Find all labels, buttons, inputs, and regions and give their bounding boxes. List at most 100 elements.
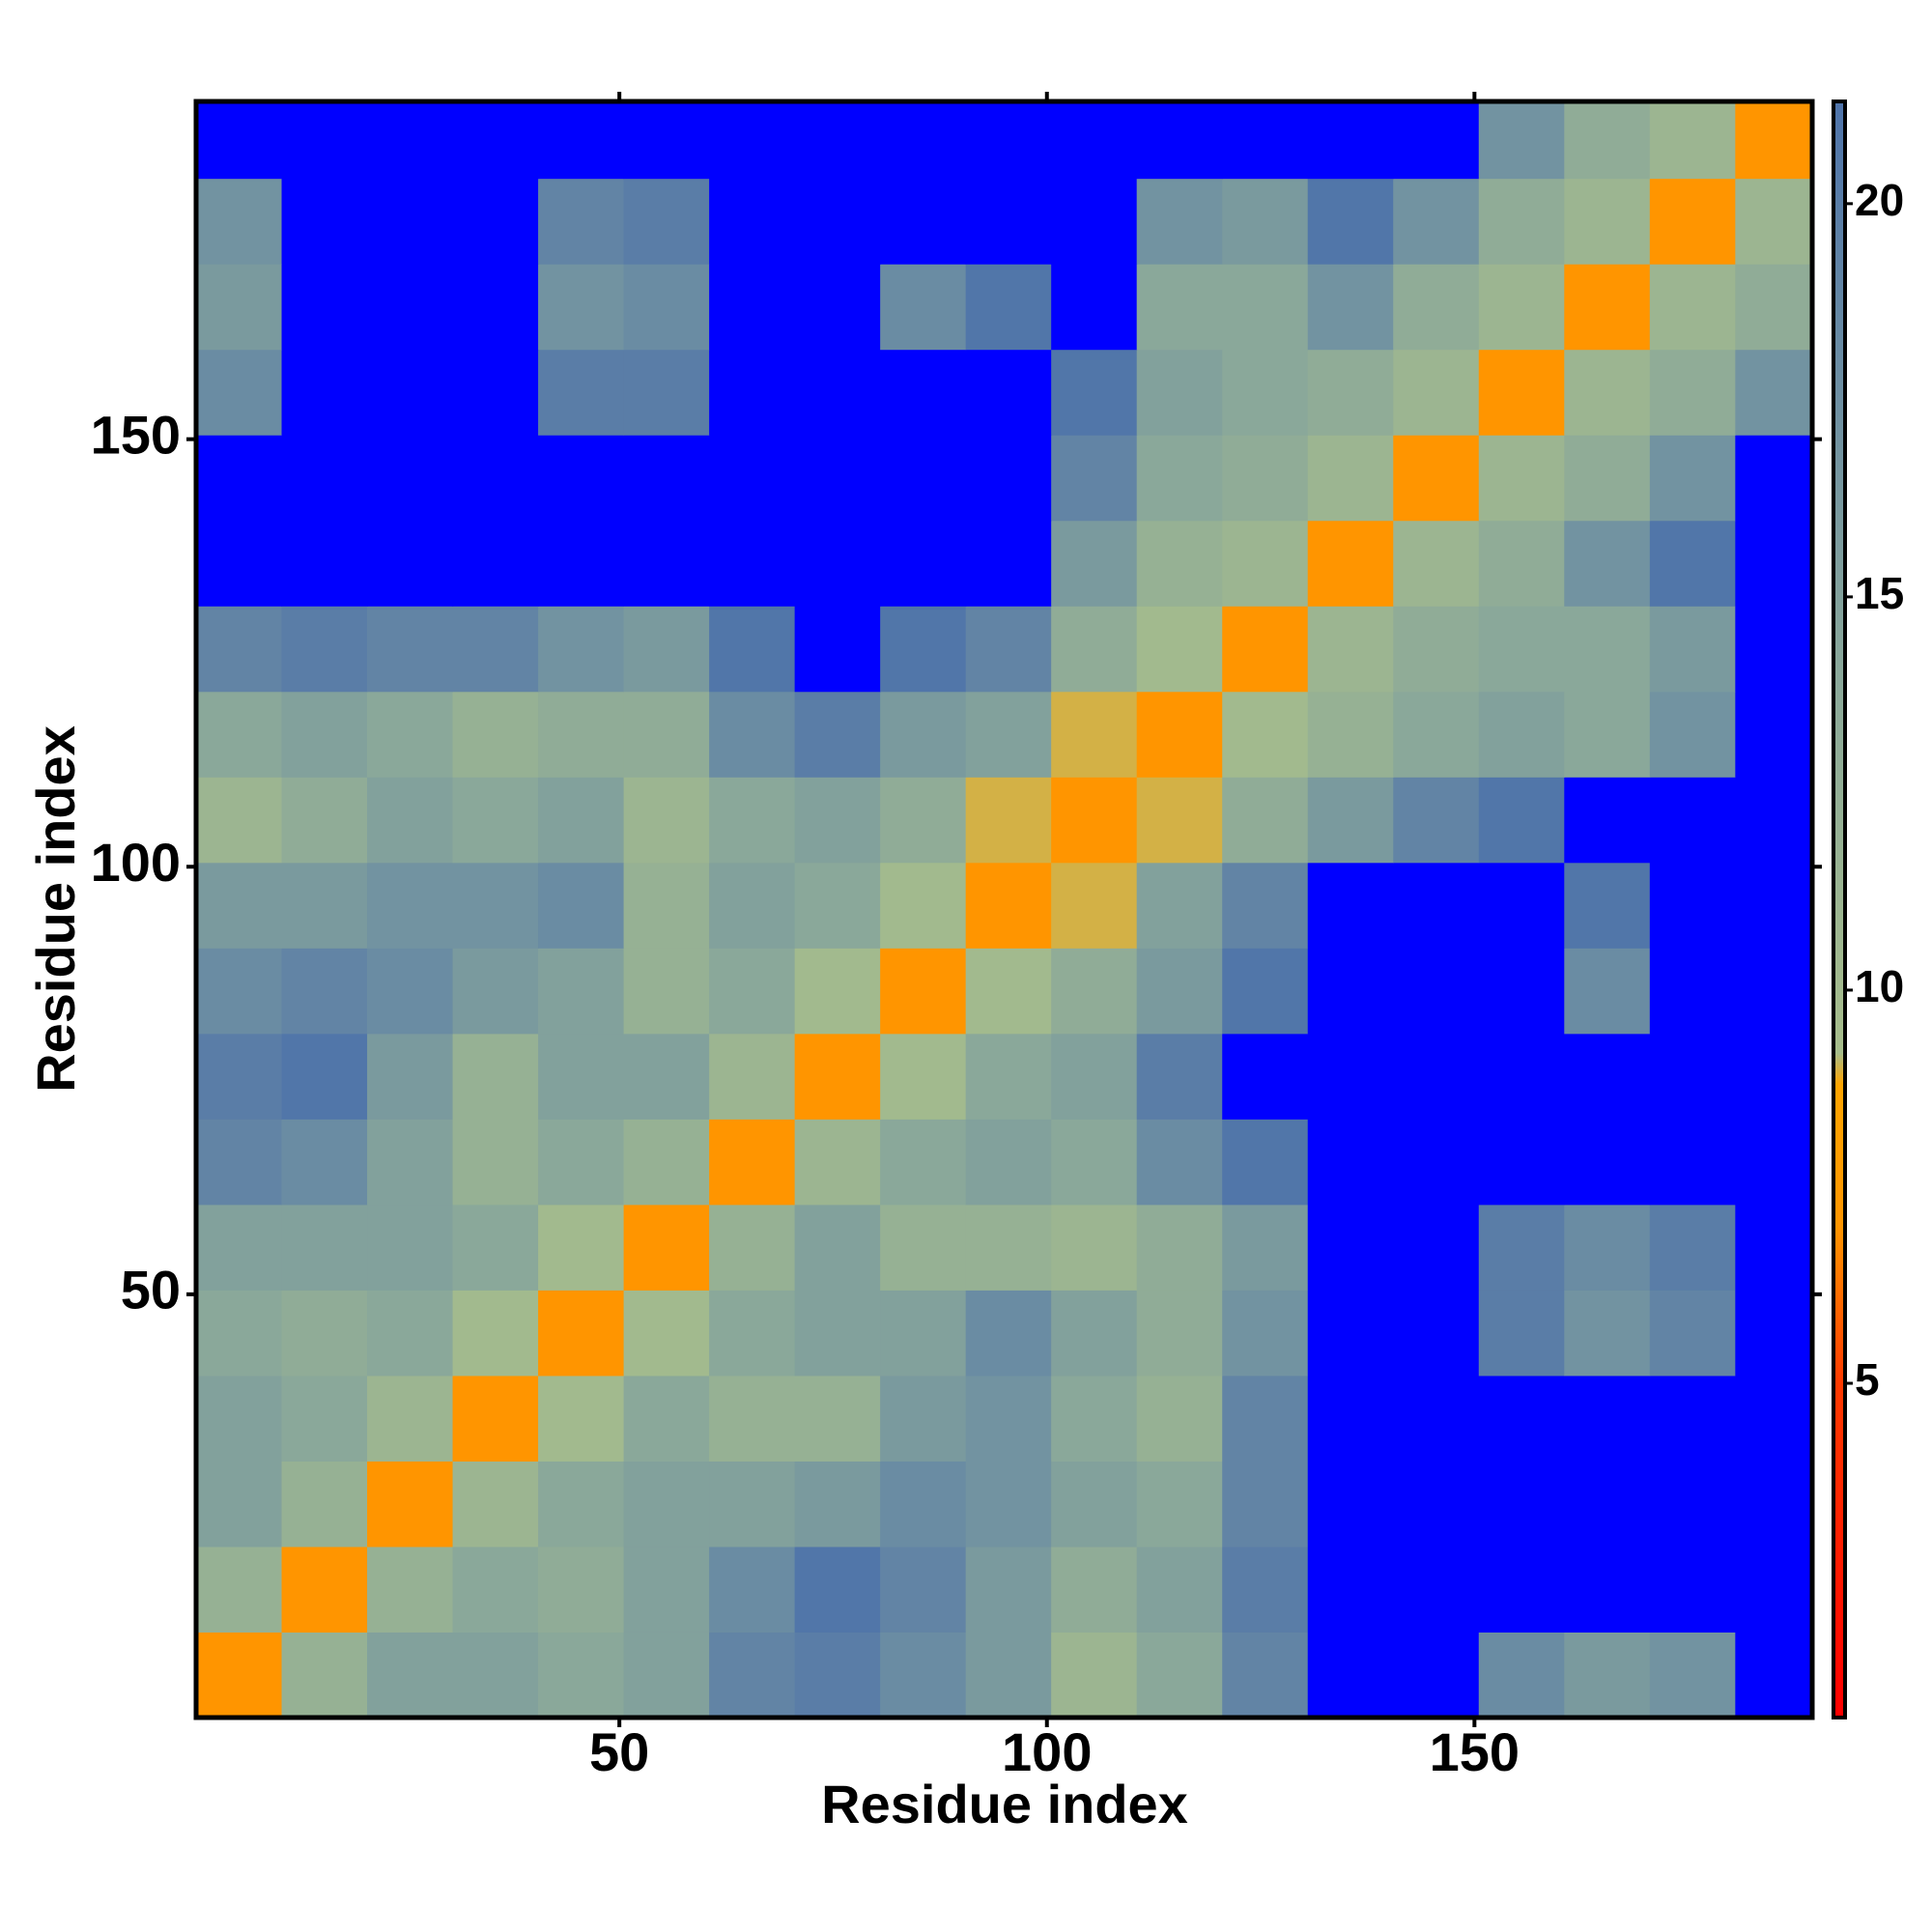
heatmap-cell (452, 435, 539, 522)
heatmap-cell (1051, 178, 1138, 265)
heatmap-cell (1307, 1546, 1394, 1633)
heatmap-cell (1735, 1204, 1813, 1291)
colorbar-tick-label: 20 (1855, 175, 1904, 225)
heatmap-cell (709, 862, 796, 949)
heatmap-cell (1393, 1290, 1480, 1377)
heatmap-cell (538, 1290, 625, 1377)
heatmap-cell (452, 1033, 539, 1120)
heatmap-cell (1564, 948, 1651, 1035)
heatmap-cell (452, 349, 539, 436)
heatmap-cell (1393, 101, 1480, 180)
heatmap-cell (367, 349, 454, 436)
heatmap-cell (1136, 178, 1223, 265)
heatmap-cell (538, 1119, 625, 1206)
heatmap-cell (965, 178, 1052, 265)
heatmap-cell (1478, 691, 1565, 778)
heatmap-cell (1564, 1375, 1651, 1462)
heatmap-cell (794, 691, 881, 778)
heatmap-cell (623, 948, 710, 1035)
heatmap-cell (965, 1546, 1052, 1633)
heatmap-cell (1051, 691, 1138, 778)
heatmap-cell (880, 948, 967, 1035)
heatmap-cell (1136, 520, 1223, 607)
heatmap-cell (452, 1119, 539, 1206)
heatmap-cell (794, 1632, 881, 1719)
heatmap-cell (623, 101, 710, 180)
colorbar-tick-label: 15 (1855, 568, 1904, 618)
heatmap-cell (965, 606, 1052, 693)
colorbar (1832, 99, 1847, 1719)
heatmap-cell (965, 264, 1052, 351)
heatmap-cell (1478, 178, 1565, 265)
heatmap-cell (538, 691, 625, 778)
heatmap-cell (1222, 264, 1309, 351)
heatmap-cell (367, 691, 454, 778)
heatmap-cell (1478, 1119, 1565, 1206)
heatmap-cell (1136, 1119, 1223, 1206)
heatmap-cell (623, 264, 710, 351)
heatmap-cell (452, 606, 539, 693)
heatmap-cell (1051, 1204, 1138, 1291)
heatmap-cell (1222, 1290, 1309, 1377)
heatmap-cell (452, 862, 539, 949)
heatmap-cell (452, 1546, 539, 1633)
heatmap-cell (709, 606, 796, 693)
heatmap-cell (1222, 862, 1309, 949)
heatmap-cell (196, 349, 283, 436)
heatmap-cell (623, 1546, 710, 1633)
heatmap-cell (281, 349, 368, 436)
heatmap-cell (794, 178, 881, 265)
heatmap-cell (538, 101, 625, 180)
heatmap-cell (538, 1632, 625, 1719)
heatmap-cell (196, 1546, 283, 1633)
heatmap-cell (623, 1290, 710, 1377)
heatmap-cell (1478, 1546, 1565, 1633)
heatmap-cell (623, 435, 710, 522)
heatmap-cell (1136, 349, 1223, 436)
heatmap-cell (880, 101, 967, 180)
heatmap-cell (281, 862, 368, 949)
heatmap-cell (1307, 691, 1394, 778)
heatmap-cell (452, 264, 539, 351)
heatmap-cell (281, 1632, 368, 1719)
heatmap-cell (1735, 520, 1813, 607)
heatmap-cell (1307, 1204, 1394, 1291)
heatmap-cell (1564, 1461, 1651, 1548)
heatmap-cell (1222, 1461, 1309, 1548)
heatmap-cell (1478, 777, 1565, 864)
heatmap-cell (965, 691, 1052, 778)
heatmap-cell (1051, 1546, 1138, 1633)
heatmap-cell (1222, 101, 1309, 180)
heatmap-cell (1307, 178, 1394, 265)
heatmap-cell (1649, 948, 1736, 1035)
heatmap-cell (538, 520, 625, 607)
heatmap-cell (1393, 1461, 1480, 1548)
heatmap-cell (1649, 862, 1736, 949)
heatmap-cell (965, 349, 1052, 436)
heatmap-cell (452, 691, 539, 778)
heatmap-cell (1649, 349, 1736, 436)
heatmap-cell (1735, 264, 1813, 351)
heatmap-cell (1051, 1033, 1138, 1120)
heatmap-cell (709, 1290, 796, 1377)
heatmap-cell (1222, 1375, 1309, 1462)
heatmap-cell (281, 1461, 368, 1548)
heatmap-cell (709, 520, 796, 607)
heatmap-cell (965, 1632, 1052, 1719)
heatmap-cell (623, 777, 710, 864)
heatmap-cell (880, 178, 967, 265)
heatmap-cell (452, 178, 539, 265)
heatmap-cell (623, 606, 710, 693)
heatmap-cell (1478, 1033, 1565, 1120)
heatmap-cell (367, 1461, 454, 1548)
heatmap-cell (1649, 1461, 1736, 1548)
heatmap-cell (709, 1375, 796, 1462)
heatmap-cell (794, 1461, 881, 1548)
heatmap-cell (1564, 691, 1651, 778)
heatmap-cell (880, 1632, 967, 1719)
heatmap-cell (1222, 178, 1309, 265)
heatmap-cell (1393, 264, 1480, 351)
heatmap-cell (1136, 435, 1223, 522)
heatmap-cell (1307, 862, 1394, 949)
heatmap-cell (965, 1204, 1052, 1291)
